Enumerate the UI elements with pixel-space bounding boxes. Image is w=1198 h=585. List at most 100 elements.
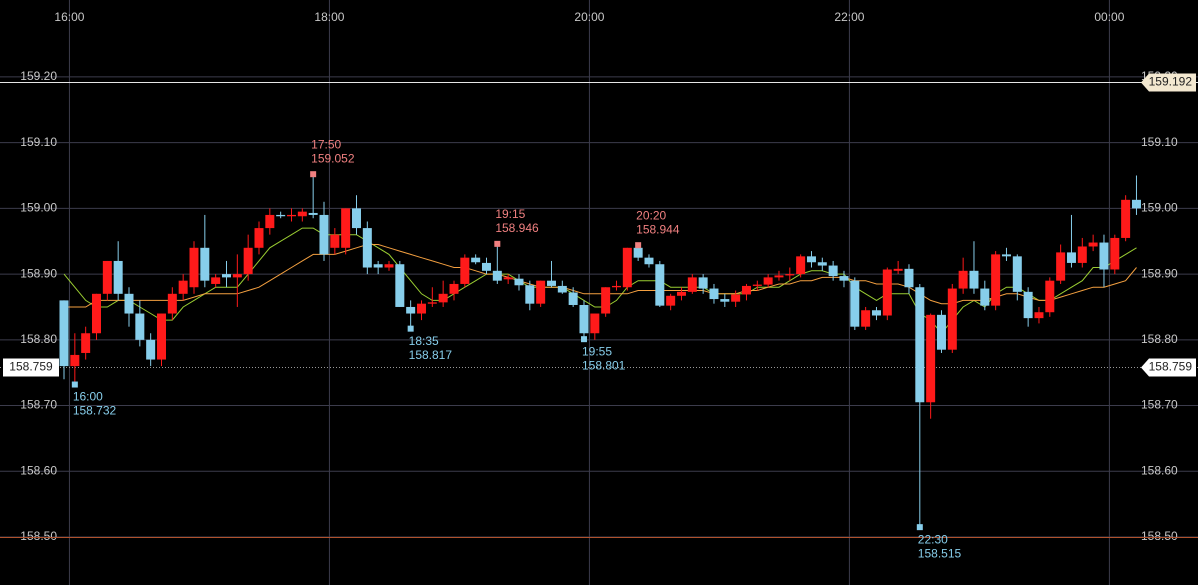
annotation-price: 158.944 [636, 222, 680, 236]
candle-body [1012, 256, 1022, 292]
candle-body [655, 264, 665, 306]
candle-body [1066, 252, 1076, 263]
candle-body [1001, 254, 1011, 257]
y-tick-label: 158.50 [1141, 529, 1178, 543]
y-tick-label: 158.50 [20, 529, 57, 543]
annotation-price: 158.946 [495, 221, 539, 235]
candle-body [167, 293, 177, 314]
price-tag-label: 158.759 [1149, 360, 1193, 374]
price-tag [3, 358, 59, 377]
candle-body [81, 333, 91, 353]
annotation-time: 19:15 [495, 207, 525, 221]
extreme-marker [494, 240, 501, 247]
candle-body [741, 285, 751, 295]
candle-body [124, 293, 134, 314]
annotation-time: 18:35 [409, 334, 439, 348]
candle-body [1131, 199, 1141, 209]
candle-body [330, 234, 340, 248]
y-tick-label: 158.90 [20, 266, 57, 280]
candle-body [579, 304, 589, 334]
annotation-price: 158.817 [409, 348, 453, 362]
candle-body [904, 268, 914, 288]
candle-body [265, 214, 275, 229]
price-tag [1141, 73, 1196, 92]
candle-body [449, 283, 459, 294]
annotation-price: 159.052 [311, 151, 355, 165]
candle-body [926, 314, 936, 403]
candle-body [481, 262, 491, 271]
candle-body [514, 278, 524, 286]
candle-body [1056, 252, 1066, 281]
candle-body [601, 287, 611, 314]
candle-body [763, 277, 773, 285]
candle-body [557, 285, 567, 293]
candle-body [416, 303, 426, 314]
candle-body [893, 268, 903, 271]
x-tick-label: 16:00 [54, 10, 84, 24]
candle-body [806, 256, 816, 263]
candle-body [406, 306, 416, 314]
candle-body [156, 313, 166, 360]
candle-body [861, 310, 871, 327]
candle-body [211, 277, 221, 284]
candle-body [351, 208, 361, 229]
candle-body [102, 260, 112, 294]
x-tick-label: 22:00 [834, 10, 864, 24]
extreme-marker [71, 381, 78, 388]
candle-body [135, 313, 145, 340]
candle-body [438, 293, 448, 303]
candle-body [1121, 199, 1131, 238]
candle-body [113, 260, 123, 294]
y-tick-label: 158.90 [1141, 266, 1178, 280]
y-tick-label: 159.10 [20, 135, 57, 149]
candle-body [362, 228, 372, 268]
candle-body [189, 247, 199, 288]
candle-body [276, 214, 286, 217]
candle-body [221, 274, 231, 278]
candle-body [1045, 280, 1055, 313]
candle-body [536, 280, 546, 304]
candle-body [503, 277, 513, 280]
candle-body [958, 270, 968, 289]
extreme-marker [580, 336, 587, 343]
candle-body [460, 257, 470, 284]
annotation-price: 158.515 [918, 546, 962, 560]
x-tick-label: 18:00 [314, 10, 344, 24]
price-tag [1141, 358, 1196, 377]
candle-body [828, 265, 838, 277]
candle-body [308, 212, 318, 215]
candle-body [178, 280, 188, 294]
y-tick-label: 159.00 [1141, 201, 1178, 215]
candle-body [947, 288, 957, 350]
extreme-marker [635, 242, 642, 249]
extreme-marker [310, 171, 317, 178]
candle-body [91, 293, 101, 334]
candle-body [709, 288, 719, 300]
annotation-time: 20:20 [636, 208, 666, 222]
candle-body [492, 270, 502, 281]
candle-body [243, 247, 253, 275]
candle-body [731, 294, 741, 302]
candle-body [471, 257, 481, 263]
y-tick-label: 159.10 [1141, 135, 1178, 149]
annotation-time: 16:00 [73, 390, 103, 404]
candle-body [991, 254, 1001, 306]
annotation-time: 22:30 [918, 532, 948, 546]
candle-body [200, 247, 210, 281]
candle-body [611, 285, 621, 288]
candle-body [373, 264, 383, 268]
candle-body [915, 287, 925, 403]
candle-body [817, 262, 827, 266]
y-tick-label: 158.70 [20, 398, 57, 412]
candle-body [752, 284, 762, 286]
candle-body [546, 280, 556, 286]
candle-body [839, 276, 849, 281]
candle-body [297, 211, 307, 217]
candle-body [698, 277, 708, 289]
candle-body [568, 292, 578, 305]
candle-body [427, 302, 437, 304]
candle-body [1088, 242, 1098, 247]
annotation-time: 17:50 [311, 137, 341, 151]
y-tick-label: 158.70 [1141, 398, 1178, 412]
